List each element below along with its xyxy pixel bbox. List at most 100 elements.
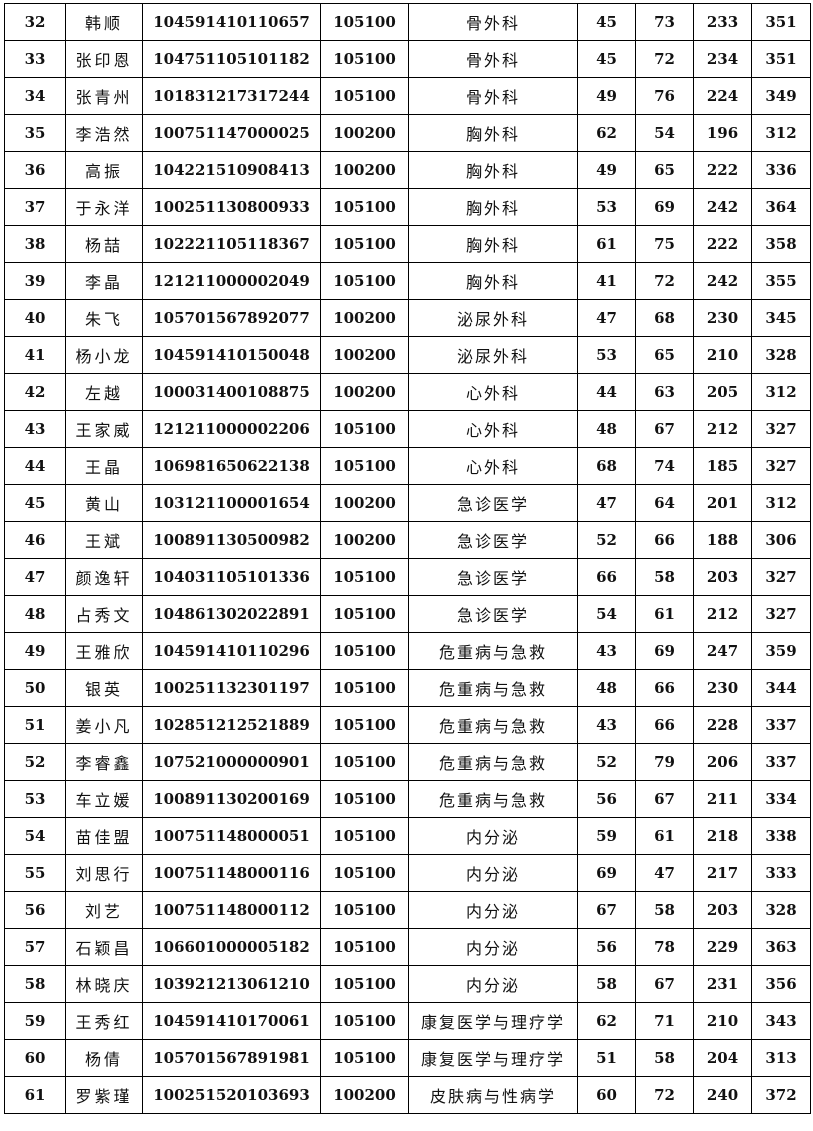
major-code-cell: 100200 bbox=[320, 373, 409, 411]
name-cell: 张印恩 bbox=[65, 40, 143, 78]
table-row: 45 黄山 103121100001654 100200 急诊医学 47 64 201 312 bbox=[4, 484, 811, 522]
score-3-cell: 204 bbox=[693, 1039, 752, 1077]
department-cell: 皮肤病与性病学 bbox=[408, 1076, 578, 1114]
name-cell: 石颖昌 bbox=[65, 928, 143, 966]
score-2-cell: 74 bbox=[635, 447, 694, 485]
row-number-cell: 34 bbox=[4, 77, 66, 115]
row-number-cell: 58 bbox=[4, 965, 66, 1003]
total-score-cell: 328 bbox=[751, 336, 811, 374]
major-code-cell: 105100 bbox=[320, 780, 409, 818]
row-number-cell: 47 bbox=[4, 558, 66, 596]
table-row: 59 王秀红 104591410170061 105100 康复医学与理疗学 62 71 21… bbox=[4, 1002, 811, 1040]
major-code-cell: 105100 bbox=[320, 447, 409, 485]
exam-id-cell: 106601000005182 bbox=[142, 928, 321, 966]
exam-id-cell: 100751147000025 bbox=[142, 114, 321, 152]
row-number-cell: 57 bbox=[4, 928, 66, 966]
table-row: 50 银英 100251132301197 105100 危重病与急救 48 66 230 34… bbox=[4, 669, 811, 707]
department-cell: 危重病与急救 bbox=[408, 669, 578, 707]
score-3-cell: 188 bbox=[693, 521, 752, 559]
row-number-cell: 52 bbox=[4, 743, 66, 781]
row-number-cell: 33 bbox=[4, 40, 66, 78]
score-1-cell: 66 bbox=[577, 558, 636, 596]
exam-id-cell: 103921213061210 bbox=[142, 965, 321, 1003]
department-cell: 骨外科 bbox=[408, 77, 578, 115]
score-3-cell: 242 bbox=[693, 188, 752, 226]
major-code-cell: 105100 bbox=[320, 632, 409, 670]
score-1-cell: 53 bbox=[577, 336, 636, 374]
total-score-cell: 358 bbox=[751, 225, 811, 263]
score-3-cell: 203 bbox=[693, 891, 752, 929]
name-cell: 姜小凡 bbox=[65, 706, 143, 744]
department-cell: 心外科 bbox=[408, 447, 578, 485]
row-number-cell: 35 bbox=[4, 114, 66, 152]
exam-id-cell: 121211000002206 bbox=[142, 410, 321, 448]
score-1-cell: 56 bbox=[577, 780, 636, 818]
total-score-cell: 327 bbox=[751, 558, 811, 596]
row-number-cell: 43 bbox=[4, 410, 66, 448]
table-row: 58 林晓庆 103921213061210 105100 内分泌 58 67 231 356 bbox=[4, 965, 811, 1003]
score-1-cell: 45 bbox=[577, 40, 636, 78]
major-code-cell: 105100 bbox=[320, 891, 409, 929]
exam-id-cell: 100751148000051 bbox=[142, 817, 321, 855]
department-cell: 骨外科 bbox=[408, 3, 578, 41]
row-number-cell: 51 bbox=[4, 706, 66, 744]
row-number-cell: 49 bbox=[4, 632, 66, 670]
exam-id-cell: 102851212521889 bbox=[142, 706, 321, 744]
exam-id-cell: 100251132301197 bbox=[142, 669, 321, 707]
score-1-cell: 49 bbox=[577, 151, 636, 189]
score-3-cell: 224 bbox=[693, 77, 752, 115]
total-score-cell: 333 bbox=[751, 854, 811, 892]
row-number-cell: 46 bbox=[4, 521, 66, 559]
score-3-cell: 185 bbox=[693, 447, 752, 485]
total-score-cell: 344 bbox=[751, 669, 811, 707]
score-2-cell: 66 bbox=[635, 669, 694, 707]
score-2-cell: 69 bbox=[635, 632, 694, 670]
major-code-cell: 105100 bbox=[320, 965, 409, 1003]
exam-id-cell: 121211000002049 bbox=[142, 262, 321, 300]
table-row: 48 占秀文 104861302022891 105100 急诊医学 54 61 212 327 bbox=[4, 595, 811, 633]
score-2-cell: 63 bbox=[635, 373, 694, 411]
score-3-cell: 218 bbox=[693, 817, 752, 855]
score-1-cell: 52 bbox=[577, 743, 636, 781]
score-2-cell: 78 bbox=[635, 928, 694, 966]
name-cell: 杨喆 bbox=[65, 225, 143, 263]
table-body: 32 韩顺 104591410110657 105100 骨外科 45 73 233 351 33… bbox=[4, 3, 811, 1114]
score-2-cell: 67 bbox=[635, 410, 694, 448]
major-code-cell: 105100 bbox=[320, 928, 409, 966]
exam-id-cell: 103121100001654 bbox=[142, 484, 321, 522]
exam-id-cell: 104751105101182 bbox=[142, 40, 321, 78]
department-cell: 急诊医学 bbox=[408, 558, 578, 596]
table-row: 46 王斌 100891130500982 100200 急诊医学 52 66 188 306 bbox=[4, 521, 811, 559]
score-1-cell: 56 bbox=[577, 928, 636, 966]
exam-id-cell: 104591410110657 bbox=[142, 3, 321, 41]
score-3-cell: 229 bbox=[693, 928, 752, 966]
major-code-cell: 100200 bbox=[320, 114, 409, 152]
total-score-cell: 364 bbox=[751, 188, 811, 226]
department-cell: 危重病与急救 bbox=[408, 706, 578, 744]
total-score-cell: 351 bbox=[751, 40, 811, 78]
total-score-cell: 337 bbox=[751, 743, 811, 781]
row-number-cell: 39 bbox=[4, 262, 66, 300]
score-2-cell: 75 bbox=[635, 225, 694, 263]
score-2-cell: 61 bbox=[635, 595, 694, 633]
score-1-cell: 61 bbox=[577, 225, 636, 263]
department-cell: 心外科 bbox=[408, 373, 578, 411]
department-cell: 急诊医学 bbox=[408, 521, 578, 559]
row-number-cell: 45 bbox=[4, 484, 66, 522]
score-1-cell: 48 bbox=[577, 669, 636, 707]
department-cell: 康复医学与理疗学 bbox=[408, 1002, 578, 1040]
name-cell: 银英 bbox=[65, 669, 143, 707]
table-row: 40 朱飞 105701567892077 100200 泌尿外科 47 68 230 345 bbox=[4, 299, 811, 337]
major-code-cell: 100200 bbox=[320, 151, 409, 189]
score-1-cell: 59 bbox=[577, 817, 636, 855]
table-row: 35 李浩然 100751147000025 100200 胸外科 62 54 196 312 bbox=[4, 114, 811, 152]
department-cell: 康复医学与理疗学 bbox=[408, 1039, 578, 1077]
name-cell: 于永洋 bbox=[65, 188, 143, 226]
score-1-cell: 49 bbox=[577, 77, 636, 115]
name-cell: 黄山 bbox=[65, 484, 143, 522]
row-number-cell: 59 bbox=[4, 1002, 66, 1040]
total-score-cell: 313 bbox=[751, 1039, 811, 1077]
total-score-cell: 327 bbox=[751, 595, 811, 633]
department-cell: 心外科 bbox=[408, 410, 578, 448]
score-3-cell: 230 bbox=[693, 669, 752, 707]
